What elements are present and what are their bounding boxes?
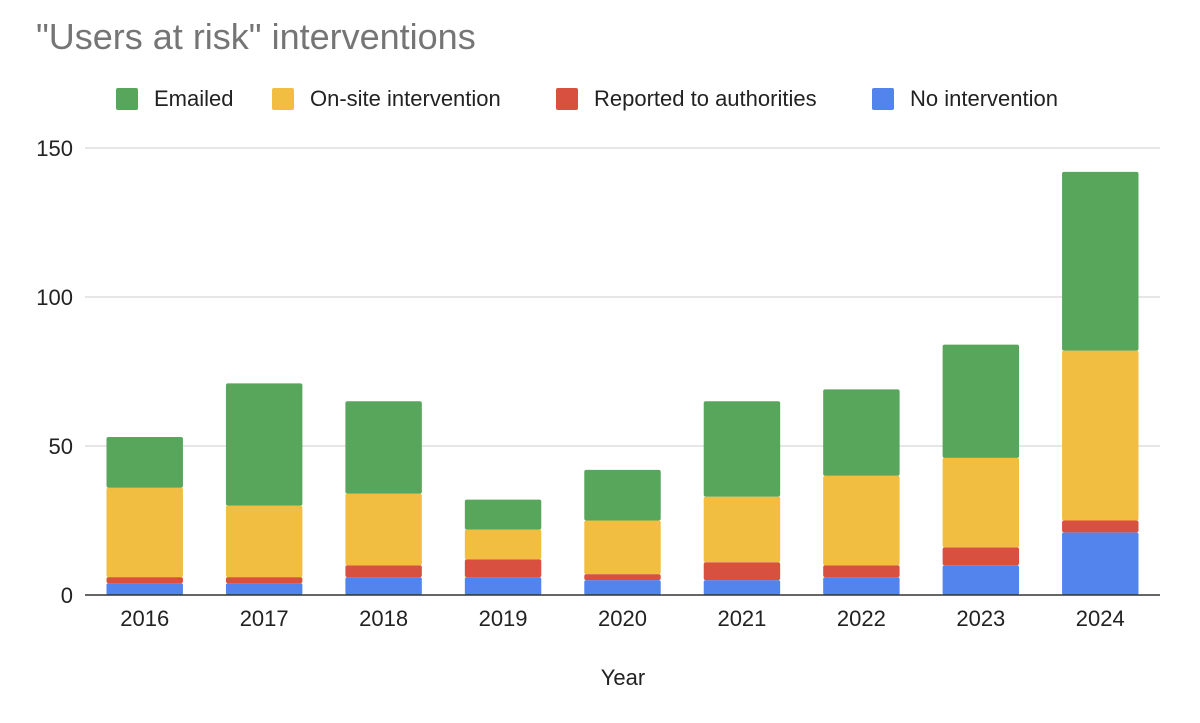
bar-on-site-intervention-2023 (942, 457, 1020, 548)
bar-no-intervention-2022 (823, 577, 900, 595)
bar-on-site-intervention-2021 (703, 496, 781, 563)
x-tick-label: 2017 (240, 606, 289, 631)
bar-emailed-2020 (584, 469, 661, 521)
bar-reported-to-authorities-2024 (1062, 520, 1139, 533)
bar-emailed-2018 (345, 401, 422, 494)
legend-label-on-site-intervention: On-site intervention (310, 86, 501, 111)
bar-on-site-intervention-2016 (106, 487, 183, 578)
legend-label-emailed: Emailed (154, 86, 233, 111)
bar-on-site-intervention-2024 (1062, 350, 1139, 521)
x-tick-label: 2023 (956, 606, 1005, 631)
legend-swatch-no-intervention (872, 88, 894, 110)
legend-swatch-emailed (116, 88, 138, 110)
bar-no-intervention-2021 (703, 580, 781, 595)
y-tick-label: 100 (36, 285, 73, 310)
bar-reported-to-authorities-2019 (464, 559, 542, 578)
bar-no-intervention-2019 (464, 577, 542, 595)
x-tick-label: 2022 (837, 606, 886, 631)
bar-on-site-intervention-2020 (584, 520, 661, 575)
x-tick-label: 2021 (717, 606, 766, 631)
legend-label-reported-to-authorities: Reported to authorities (594, 86, 817, 111)
legend-swatch-reported-to-authorities (556, 88, 578, 110)
bar-no-intervention-2020 (584, 580, 661, 595)
x-axis-title: Year (601, 665, 645, 690)
bar-reported-to-authorities-2016 (106, 577, 183, 584)
legend-swatch-on-site-intervention (272, 88, 294, 110)
bar-reported-to-authorities-2023 (942, 547, 1020, 566)
bar-no-intervention-2023 (942, 565, 1020, 595)
bar-on-site-intervention-2019 (464, 529, 542, 560)
bar-emailed-2021 (703, 401, 781, 497)
bar-reported-to-authorities-2018 (345, 565, 422, 578)
y-tick-label: 0 (61, 583, 73, 608)
bar-reported-to-authorities-2017 (225, 577, 303, 584)
y-tick-label: 150 (36, 136, 73, 161)
bar-no-intervention-2016 (106, 583, 183, 595)
bar-on-site-intervention-2018 (345, 493, 422, 566)
bar-emailed-2017 (225, 383, 303, 506)
legend-label-no-intervention: No intervention (910, 86, 1058, 111)
bar-reported-to-authorities-2022 (823, 565, 900, 578)
x-tick-label: 2016 (120, 606, 169, 631)
bar-emailed-2024 (1062, 171, 1139, 351)
bar-on-site-intervention-2022 (823, 475, 900, 566)
bar-reported-to-authorities-2020 (584, 574, 661, 581)
x-tick-label: 2019 (479, 606, 528, 631)
bar-no-intervention-2018 (345, 577, 422, 595)
bar-emailed-2023 (942, 344, 1020, 458)
bar-emailed-2022 (823, 389, 900, 476)
bar-no-intervention-2017 (225, 583, 303, 595)
bar-reported-to-authorities-2021 (703, 562, 781, 581)
bar-on-site-intervention-2017 (225, 505, 303, 578)
y-tick-label: 50 (49, 434, 73, 459)
bar-emailed-2016 (106, 437, 183, 488)
chart-title: "Users at risk" interventions (36, 16, 476, 57)
x-tick-label: 2018 (359, 606, 408, 631)
bar-no-intervention-2024 (1062, 532, 1139, 595)
x-tick-label: 2024 (1076, 606, 1125, 631)
bar-emailed-2019 (464, 499, 542, 530)
x-tick-label: 2020 (598, 606, 647, 631)
